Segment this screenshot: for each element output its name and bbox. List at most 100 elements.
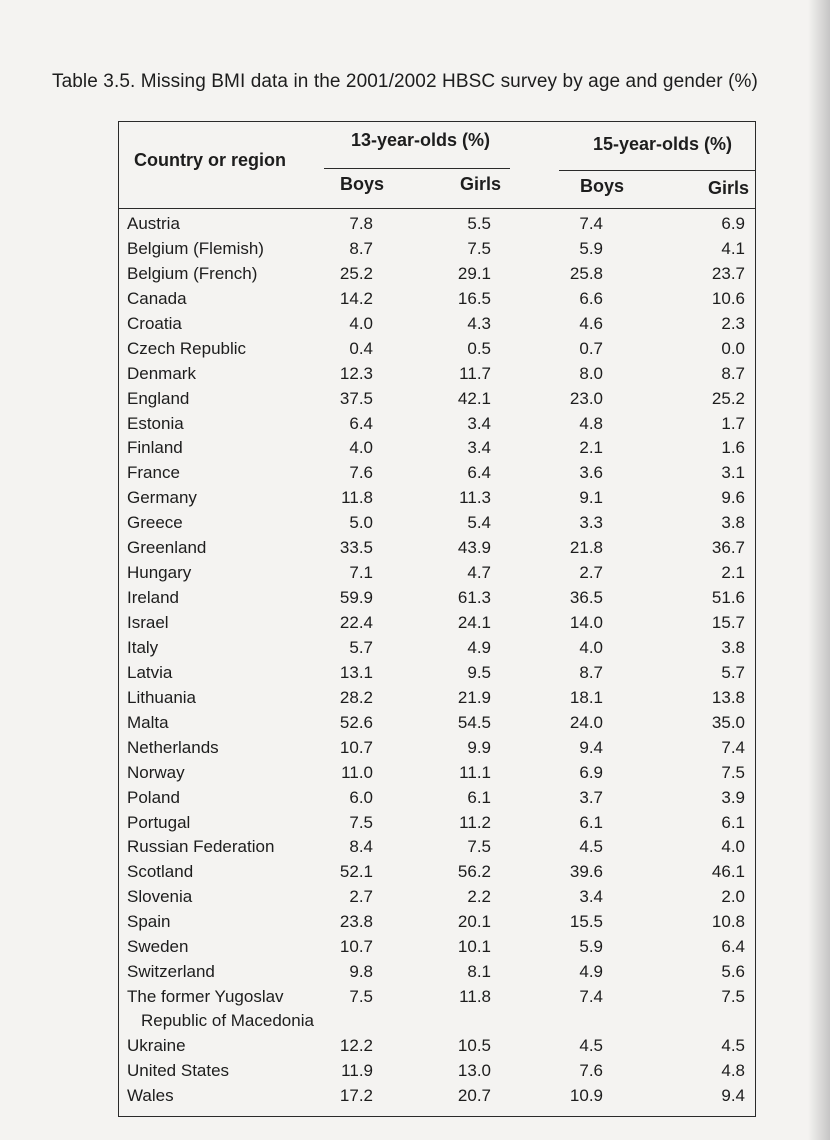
header-boys-15: Boys <box>580 176 625 196</box>
boys-15-cell: 21.8 <box>569 538 603 558</box>
country-cell: Ireland <box>127 588 179 608</box>
girls-15-cell: 4.8 <box>721 1061 745 1080</box>
girls-13-cell: 11.8 <box>459 987 491 1007</box>
girls-15-cell: 23.7 <box>711 263 745 283</box>
country-cell: Denmark <box>127 363 196 383</box>
boys-15-cell: 5.9 <box>579 937 603 957</box>
boys-13-cell: 22.4 <box>339 613 373 632</box>
boys-13-cell: 23.8 <box>339 912 373 932</box>
boys-15-cell: 4.9 <box>579 962 603 982</box>
bmi-table: Country or region 13-year-olds (%) 15-ye… <box>118 121 756 1117</box>
table-body: Austria 7.8 5.5 7.4 6.9 Belgium (Flemish) 8.7 7… <box>119 214 755 1111</box>
table-row: Israel 22.4 24.1 14.0 15.7 <box>119 613 755 638</box>
boys-15-cell: 2.7 <box>579 563 603 583</box>
boys-13-cell: 2.7 <box>349 887 373 907</box>
girls-13-cell: 42.1 <box>457 388 491 408</box>
table-row: Finland 4.0 3.4 2.1 1.6 <box>119 438 755 463</box>
girls-13-cell: 7.5 <box>467 837 491 857</box>
country-cell: Spain <box>127 912 171 932</box>
boys-15-cell: 7.6 <box>579 1061 603 1080</box>
girls-15-cell: 5.7 <box>721 662 745 682</box>
boys-15-cell: 4.5 <box>579 837 603 857</box>
table-row: United States 11.9 13.0 7.6 4.8 <box>119 1061 755 1086</box>
boys-15-cell: 3.6 <box>579 463 603 483</box>
table-row: Austria 7.8 5.5 7.4 6.9 <box>119 214 755 239</box>
table-row: Wales 17.2 20.7 10.9 9.4 <box>119 1086 755 1111</box>
girls-13-cell: 24.1 <box>457 613 491 632</box>
country-cell: Belgium (Flemish) <box>127 238 264 258</box>
header-boys-13: Boys <box>340 174 385 194</box>
girls-13-cell: 56.2 <box>457 862 491 882</box>
boys-15-cell: 25.8 <box>569 263 603 283</box>
boys-13-cell: 8.4 <box>349 837 373 857</box>
table-row: Czech Republic 0.4 0.5 0.7 0.0 <box>119 339 755 364</box>
table-row: Lithuania 28.2 21.9 18.1 13.8 <box>119 688 755 713</box>
boys-15-cell: 9.4 <box>579 737 603 757</box>
header-girls-13: Girls <box>460 174 502 194</box>
girls-15-cell: 10.6 <box>711 288 745 308</box>
girls-15-cell: 5.6 <box>721 962 745 982</box>
boys-15-cell: 9.1 <box>579 488 603 508</box>
boys-15-cell: 14.0 <box>569 613 603 632</box>
boys-13-cell: 8.7 <box>349 238 373 258</box>
country-cell: Switzerland <box>127 962 215 982</box>
boys-13-cell: 7.6 <box>349 463 373 483</box>
boys-13-cell: 7.8 <box>349 214 373 233</box>
country-cell: Scotland <box>127 862 194 882</box>
country-cell: Czech Republic <box>127 338 247 358</box>
boys-13-cell: 7.5 <box>349 812 373 832</box>
girls-13-cell: 3.4 <box>467 438 491 458</box>
table-row: Slovenia 2.7 2.2 3.4 2.0 <box>119 887 755 912</box>
boys-15-cell: 3.7 <box>579 787 603 807</box>
girls-13-cell: 0.5 <box>467 338 491 358</box>
rule-13-year-olds <box>324 168 510 169</box>
table-row: The former Yugoslav 7.5 11.8 7.4 7.5 Republic… <box>119 987 755 1036</box>
table-row: Spain 23.8 20.1 15.5 10.8 <box>119 912 755 937</box>
boys-15-cell: 10.9 <box>569 1085 603 1105</box>
boys-13-cell: 6.4 <box>349 413 373 433</box>
girls-15-cell: 0.0 <box>721 338 745 358</box>
girls-15-cell: 7.5 <box>721 987 745 1007</box>
girls-13-cell: 3.4 <box>467 413 491 433</box>
table-row: Sweden 10.7 10.1 5.9 6.4 <box>119 937 755 962</box>
boys-13-cell: 12.2 <box>339 1036 373 1056</box>
rule-15-year-olds <box>559 170 755 171</box>
boys-15-cell: 23.0 <box>569 388 603 408</box>
boys-15-cell: 15.5 <box>569 912 603 932</box>
girls-15-cell: 35.0 <box>711 712 745 732</box>
boys-13-cell: 13.1 <box>339 662 373 682</box>
girls-13-cell: 11.7 <box>459 363 491 383</box>
girls-15-cell: 46.1 <box>711 862 745 882</box>
boys-13-cell: 11.9 <box>341 1061 373 1080</box>
country-cell: Estonia <box>127 413 184 433</box>
header-country: Country or region <box>134 150 286 170</box>
country-cell: Sweden <box>127 937 189 957</box>
boys-15-cell: 24.0 <box>569 712 603 732</box>
boys-13-cell: 11.8 <box>341 488 373 508</box>
boys-13-cell: 7.5 <box>349 987 373 1007</box>
table-row: Switzerland 9.8 8.1 4.9 5.6 <box>119 962 755 987</box>
country-cell: France <box>127 463 180 483</box>
table-row: Hungary 7.1 4.7 2.7 2.1 <box>119 563 755 588</box>
header-rule <box>119 208 755 209</box>
boys-13-cell: 33.5 <box>339 538 373 558</box>
girls-13-cell: 16.5 <box>457 288 491 308</box>
girls-13-cell: 10.1 <box>457 937 491 957</box>
table-row: Denmark 12.3 11.7 8.0 8.7 <box>119 364 755 389</box>
header-13-year-olds: 13-year-olds (%) <box>351 130 491 150</box>
country-cell: Wales <box>127 1085 174 1105</box>
boys-13-cell: 17.2 <box>339 1085 373 1105</box>
table-row: Belgium (Flemish) 8.7 7.5 5.9 4.1 <box>119 239 755 264</box>
girls-15-cell: 2.3 <box>721 313 745 333</box>
girls-13-cell: 8.1 <box>467 962 491 982</box>
boys-13-cell: 6.0 <box>349 787 373 807</box>
country-cell: Austria <box>127 214 180 233</box>
boys-15-cell: 39.6 <box>569 862 603 882</box>
boys-13-cell: 7.1 <box>349 563 373 583</box>
girls-15-cell: 2.0 <box>721 887 745 907</box>
boys-15-cell: 4.0 <box>579 637 603 657</box>
boys-13-cell: 4.0 <box>349 313 373 333</box>
country-cell: Greenland <box>127 538 207 558</box>
table-row: Ireland 59.9 61.3 36.5 51.6 <box>119 588 755 613</box>
header-15-year-olds: 15-year-olds (%) <box>593 134 733 154</box>
